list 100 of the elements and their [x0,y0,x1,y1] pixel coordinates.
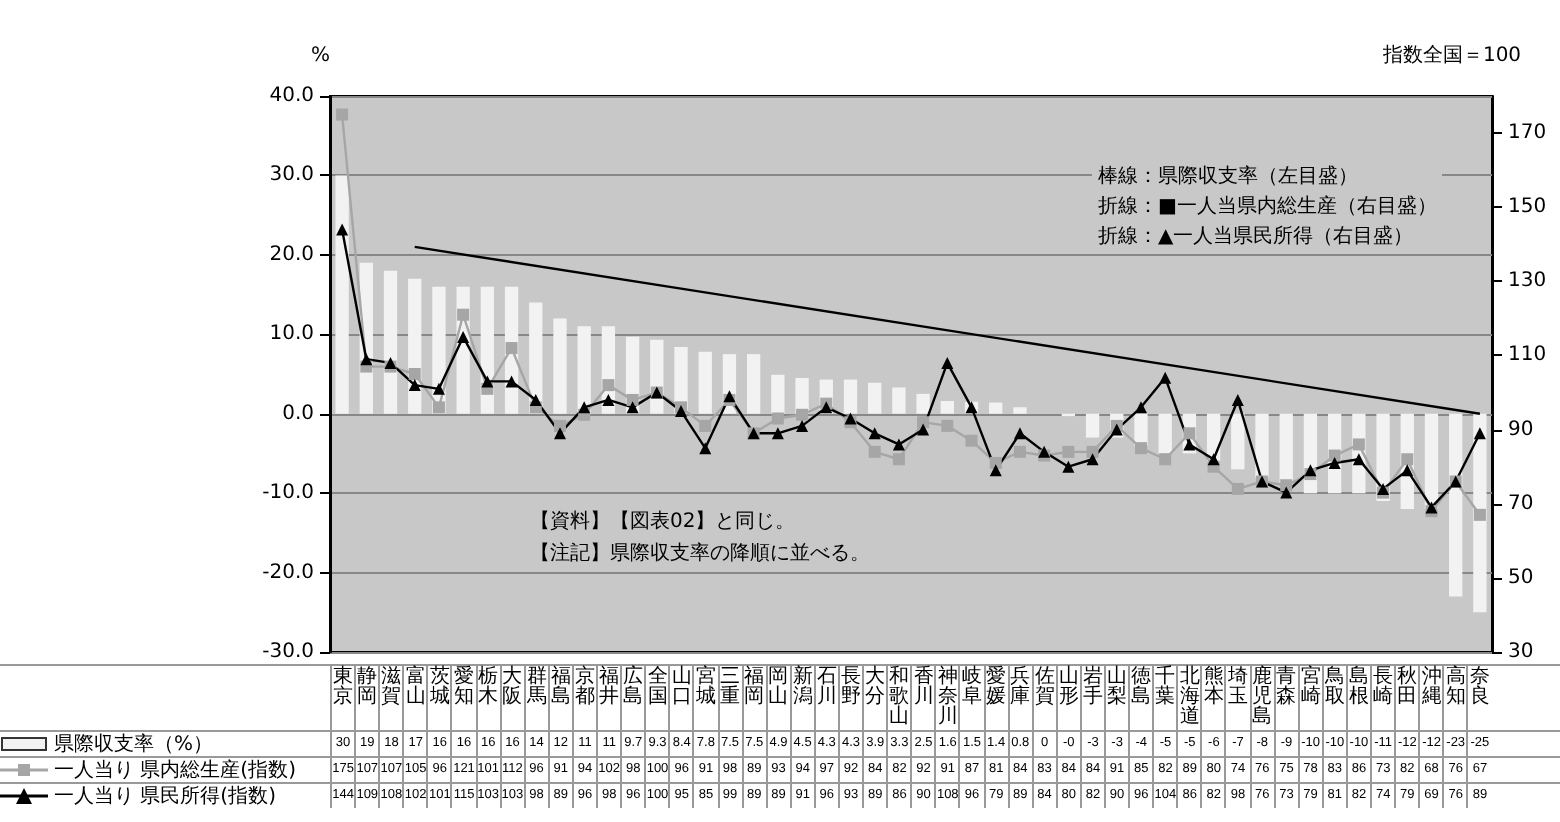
y2-tick-label: 150 [1508,196,1547,219]
point [602,379,615,392]
x-tick-label: 和歌山 [888,666,911,728]
x-tick-label: 群馬 [525,666,548,708]
y-tick-label: -20.0 [262,561,314,584]
point [989,464,1002,477]
point [360,353,373,366]
point [1207,453,1220,466]
point [432,401,445,414]
x-tick-label: 新潟 [791,666,814,708]
point [626,393,639,406]
point [1231,482,1244,495]
x-tick-label: 沖縄 [1420,666,1443,708]
x-tick-label: 大阪 [501,666,524,708]
y2-tick-label: 70 [1508,492,1534,515]
point [1328,449,1341,462]
y-tick-label: 20.0 [269,243,314,266]
point [1231,393,1244,406]
bar [577,326,591,414]
y-tick-label: -10.0 [262,482,314,505]
point [1086,453,1099,466]
x-tick-label: 三重 [719,666,742,708]
x-tick-label: 兵庫 [1009,666,1032,708]
legend-label: 県際収支率（%） [54,731,214,758]
point [1183,438,1196,451]
point [1280,479,1293,492]
bar [843,379,858,414]
point [602,393,615,406]
point [917,416,930,429]
point [1473,508,1486,521]
x-tick-label: 広島 [622,666,645,708]
x-tick-label: 福島 [549,666,572,708]
x-tick-label: 埼玉 [1226,666,1250,708]
bar [1231,413,1245,470]
x-tick-label: 宮崎 [1299,666,1322,708]
y-tick-label: 10.0 [269,323,314,346]
point [578,401,591,414]
x-tick-label: 石川 [815,666,838,708]
point [699,442,712,455]
x-tick-label: 奈良 [1468,666,1491,708]
x-tick-label: 岩手 [1081,666,1104,708]
bar [989,402,1003,414]
point [1352,438,1365,451]
point [1352,453,1365,466]
y2-tick-label: 110 [1508,344,1547,367]
y-tick-label: -30.0 [262,641,314,663]
x-tick-label: 宮城 [694,666,717,708]
point [796,419,809,432]
point [771,427,784,440]
bar [1013,407,1027,414]
point [1401,464,1414,477]
y-tick-label: 30.0 [269,164,314,187]
x-tick-label: 北海道 [1178,666,1201,728]
x-tick-label: 熊本 [1202,666,1225,708]
x-tick-label: 青森 [1275,666,1298,708]
x-tick-label: 福井 [598,666,621,708]
point [1159,453,1172,466]
point [457,308,470,321]
point [1280,486,1293,499]
x-tick-label: 京都 [573,666,597,708]
bar [1085,413,1100,438]
bar [892,387,906,414]
point [553,419,566,432]
x-tick-label: 福岡 [743,666,766,708]
legend-label: 一人当り 県内総生産(指数) [54,757,296,784]
bar [1158,413,1172,454]
point [336,108,349,121]
bar [698,351,712,414]
bar [1449,413,1463,597]
bar [335,175,349,414]
point [481,375,494,388]
point [432,382,445,395]
x-tick-label: 神奈川 [936,666,959,728]
y2-tick-label: 170 [1508,122,1547,145]
x-tick-label: 栃木 [477,666,500,708]
y2-tick-label: 130 [1508,270,1547,293]
x-tick-label: 富山 [404,666,427,708]
annotation: 折線：■一人当県内総生産（右目盛） [1098,193,1437,222]
point [1062,445,1075,458]
x-tick-label: 大分 [864,666,887,708]
point [965,434,978,447]
point [626,401,639,414]
point [1086,445,1099,458]
bar [940,401,954,414]
x-tick-label: 東京 [332,666,355,708]
point [989,456,1002,469]
x-tick-label: 滋賀 [380,666,403,708]
point [1473,427,1486,440]
point [408,368,421,380]
x-tick-label: 山形 [1057,666,1080,708]
point [1401,453,1414,466]
x-tick-label: 鳥取 [1323,666,1346,708]
x-tick-label: 徳島 [1130,666,1153,708]
y-axis-title: % [310,45,330,67]
point [941,419,954,432]
x-tick-label: 岐阜 [960,666,984,708]
x-tick-label: 茨城 [428,666,451,708]
x-tick-label: 千葉 [1154,666,1177,708]
x-tick-label: 全国 [646,666,669,708]
point [505,375,518,388]
